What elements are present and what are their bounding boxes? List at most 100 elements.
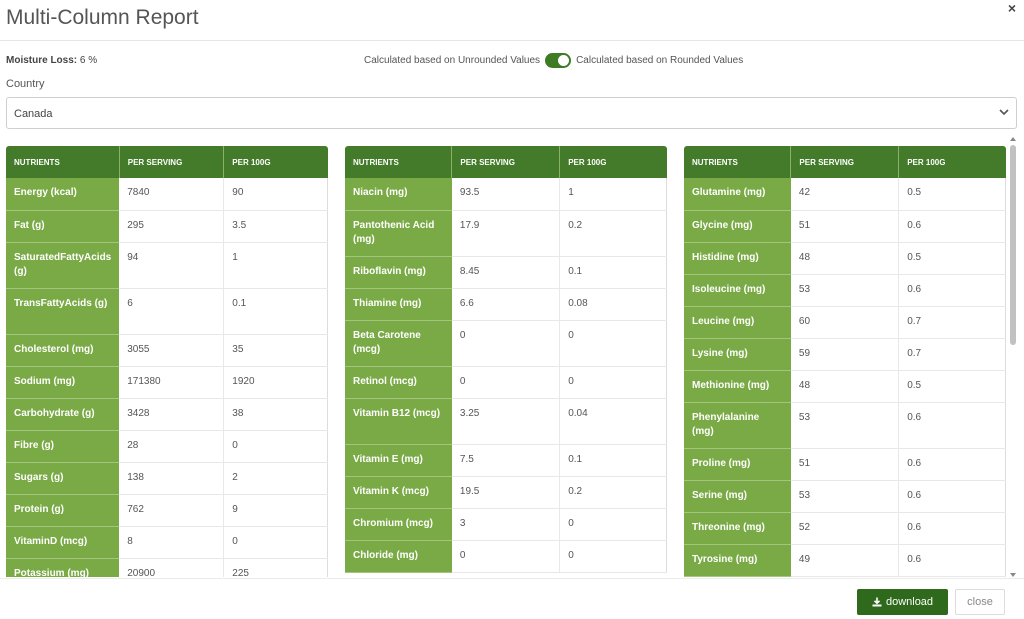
nutrient-name-cell: Chromium (mcg) [345, 508, 452, 541]
per-100g-cell: 0.2 [559, 210, 667, 257]
per-serving-cell: 20900 [119, 558, 225, 577]
per-100g-cell: 0 [559, 320, 667, 367]
country-select[interactable]: Canada [6, 97, 1017, 129]
close-button[interactable]: close [955, 589, 1005, 615]
moisture-loss: Moisture Loss: 6 % [6, 55, 97, 66]
per-serving-cell: 53 [790, 402, 900, 449]
table-row: Histidine (mg) 48 0.5 [684, 242, 1006, 275]
nutrient-name-cell: Sodium (mg) [6, 366, 120, 399]
table-row: Fibre (g) 28 0 [6, 430, 328, 463]
table-row: Pantothenic Acid (mg) 17.9 0.2 [345, 210, 667, 257]
nutrient-name-cell: Lysine (mg) [684, 338, 791, 371]
nutrient-name-cell: Vitamin B12 (mcg) [345, 398, 452, 445]
nutrient-table-3: NUTRIENTS PER SERVING PER 100G Glutamine… [684, 146, 1006, 577]
download-button[interactable]: download [857, 589, 948, 615]
per-serving-cell: 17.9 [451, 210, 561, 257]
nutrient-name-cell: Energy (kcal) [6, 178, 120, 211]
nutrient-name-cell: TransFattyAcids (g) [6, 288, 120, 335]
nutrient-name-cell: Tyrosine (mg) [684, 544, 791, 577]
col-header-nutrients: NUTRIENTS [684, 146, 792, 178]
col-header-per-serving: PER SERVING [119, 146, 225, 178]
nutrient-name-cell: Phenylalanine (mg) [684, 402, 791, 449]
per-serving-cell: 42 [790, 178, 900, 211]
scroll-up-arrow-icon[interactable] [1010, 137, 1016, 141]
table-row: Thiamine (mg) 6.6 0.08 [345, 288, 667, 321]
per-100g-cell: 0.6 [898, 274, 1006, 307]
table-row: Energy (kcal) 7840 90 [6, 178, 328, 211]
per-serving-cell: 59 [790, 338, 900, 371]
per-100g-cell: 0.2 [559, 476, 667, 509]
nutrient-name-cell: Fibre (g) [6, 430, 120, 463]
per-100g-cell: 0.6 [898, 544, 1006, 577]
per-100g-cell: 0.7 [898, 306, 1006, 339]
per-100g-cell: 90 [223, 178, 328, 211]
nutrient-name-cell: Thiamine (mg) [345, 288, 452, 321]
nutrient-name-cell: Sugars (g) [6, 462, 120, 495]
nutrient-name-cell: Leucine (mg) [684, 306, 791, 339]
scroll-down-arrow-icon[interactable] [1010, 573, 1016, 577]
table-row: Retinol (mcg) 0 0 [345, 366, 667, 399]
per-serving-cell: 0 [451, 320, 561, 367]
table-row: Tyrosine (mg) 49 0.6 [684, 544, 1006, 577]
table-row: Isoleucine (mg) 53 0.6 [684, 274, 1006, 307]
per-100g-cell: 0.7 [898, 338, 1006, 371]
table-row: Serine (mg) 53 0.6 [684, 480, 1006, 513]
table-row: Niacin (mg) 93.5 1 [345, 178, 667, 211]
per-100g-cell: 3.5 [223, 210, 328, 243]
close-icon[interactable]: × [1007, 0, 1016, 16]
table-row: Phenylalanine (mg) 53 0.6 [684, 402, 1006, 449]
per-100g-cell: 0.04 [559, 398, 667, 445]
nutrient-name-cell: Methionine (mg) [684, 370, 791, 403]
per-serving-cell: 762 [119, 494, 225, 527]
nutrient-table-1: NUTRIENTS PER SERVING PER 100G Energy (k… [6, 146, 328, 577]
per-serving-cell: 6 [119, 288, 225, 335]
per-100g-cell: 0.6 [898, 210, 1006, 243]
table-row: Proline (mg) 51 0.6 [684, 448, 1006, 481]
per-100g-cell: 0.5 [898, 242, 1006, 275]
per-100g-cell: 0 [559, 540, 667, 573]
country-select-value: Canada [14, 108, 53, 120]
country-label: Country [6, 78, 45, 90]
nutrient-name-cell: Chloride (mg) [345, 540, 452, 573]
table-row: Riboflavin (mg) 8.45 0.1 [345, 256, 667, 289]
nutrient-name-cell: Retinol (mcg) [345, 366, 452, 399]
per-100g-cell: 0 [223, 526, 328, 559]
nutrient-name-cell: Riboflavin (mg) [345, 256, 452, 289]
table-row: TransFattyAcids (g) 6 0.1 [6, 288, 328, 335]
per-100g-cell: 0.6 [898, 448, 1006, 481]
nutrient-name-cell: Threonine (mg) [684, 512, 791, 545]
rounding-toggle[interactable] [545, 53, 572, 68]
nutrient-table-2: NUTRIENTS PER SERVING PER 100G Niacin (m… [345, 146, 667, 573]
scrollbar-thumb[interactable] [1010, 145, 1016, 345]
nutrient-name-cell: Histidine (mg) [684, 242, 791, 275]
per-serving-cell: 0 [451, 366, 561, 399]
nutrient-name-cell: Niacin (mg) [345, 178, 452, 211]
per-serving-cell: 3.25 [451, 398, 561, 445]
per-serving-cell: 8.45 [451, 256, 561, 289]
per-serving-cell: 7840 [119, 178, 225, 211]
per-100g-cell: 0.5 [898, 370, 1006, 403]
vertical-scrollbar[interactable] [1008, 137, 1018, 577]
table-row: Carbohydrate (g) 3428 38 [6, 398, 328, 431]
table-row: Vitamin E (mg) 7.5 0.1 [345, 444, 667, 477]
table-row: Potassium (mg) 20900 225 [6, 558, 328, 577]
table-row: Fat (g) 295 3.5 [6, 210, 328, 243]
table-row: SaturatedFattyAcids (g) 94 1 [6, 242, 328, 289]
download-label: download [885, 596, 934, 608]
table-row: Leucine (mg) 60 0.7 [684, 306, 1006, 339]
per-serving-cell: 49 [790, 544, 900, 577]
dialog-title: Multi-Column Report [6, 6, 199, 29]
per-serving-cell: 295 [119, 210, 225, 243]
per-serving-cell: 19.5 [451, 476, 561, 509]
nutrient-name-cell: Carbohydrate (g) [6, 398, 120, 431]
unrounded-label: Calculated based on Unrounded Values [364, 55, 541, 66]
per-100g-cell: 0 [559, 508, 667, 541]
col-header-nutrients: NUTRIENTS [6, 146, 120, 178]
per-100g-cell: 0 [559, 366, 667, 399]
table-row: Methionine (mg) 48 0.5 [684, 370, 1006, 403]
per-serving-cell: 3055 [119, 334, 225, 367]
table-row: Lysine (mg) 59 0.7 [684, 338, 1006, 371]
moisture-loss-label: Moisture Loss: [6, 55, 78, 66]
col-header-per-serving: PER SERVING [451, 146, 561, 178]
table-row: Threonine (mg) 52 0.6 [684, 512, 1006, 545]
